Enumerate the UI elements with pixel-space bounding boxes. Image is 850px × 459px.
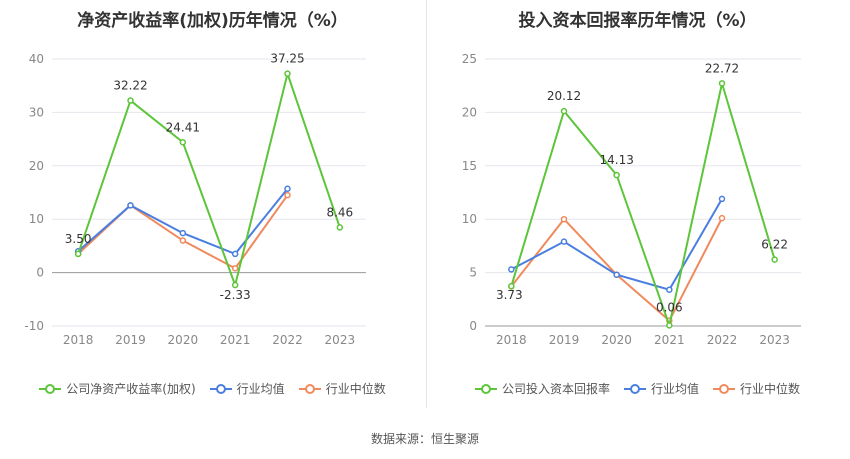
data-point[interactable] <box>336 224 344 231</box>
data-point[interactable] <box>508 266 515 273</box>
legend-line-icon <box>298 383 321 394</box>
data-point[interactable] <box>666 286 673 293</box>
data-label: 32.22 <box>113 79 147 93</box>
data-label: 14.13 <box>599 153 633 167</box>
legend-item[interactable]: 行业中位数 <box>298 380 386 397</box>
y-tick-label: 10 <box>462 212 477 226</box>
y-tick-label: 5 <box>469 266 477 280</box>
data-point[interactable] <box>179 139 187 146</box>
x-tick-label: 2021 <box>220 333 251 347</box>
legend-line-icon <box>474 383 497 394</box>
x-tick-label: 2018 <box>496 333 527 347</box>
y-tick-label: 0 <box>36 266 44 280</box>
data-point[interactable] <box>231 250 239 258</box>
legend-label: 行业均值 <box>236 382 285 396</box>
data-point[interactable] <box>666 322 673 329</box>
legend-item[interactable]: 行业均值 <box>209 380 285 397</box>
legend-item[interactable]: 公司净资产收益率(加权) <box>39 380 196 397</box>
data-point[interactable] <box>284 191 291 199</box>
legend-line-icon <box>713 383 735 394</box>
x-tick-label: 2023 <box>325 333 356 347</box>
data-label: 0.06 <box>656 300 683 314</box>
data-point[interactable] <box>771 256 778 263</box>
x-tick-label: 2018 <box>63 333 94 347</box>
y-tick-label: 25 <box>462 52 477 66</box>
legend-label: 公司净资产收益率(加权) <box>66 382 196 396</box>
data-point[interactable] <box>613 271 620 278</box>
legend-line-icon <box>623 383 646 394</box>
data-point[interactable] <box>560 215 568 223</box>
roic-chart-plot: 0 5 10 15 20 25 2018 2019 2020 2021 2022 2023 3.73 20… <box>462 52 801 347</box>
data-label: 22.72 <box>705 61 739 75</box>
legend-label: 行业中位数 <box>740 382 801 396</box>
x-tick-label: 2019 <box>115 333 146 347</box>
data-label: 3.50 <box>65 232 92 246</box>
data-label: 24.41 <box>166 120 200 134</box>
x-tick-label: 2023 <box>759 333 790 347</box>
data-point[interactable] <box>74 250 82 258</box>
y-tick-label: 20 <box>29 159 44 173</box>
x-tick-label: 2020 <box>168 333 199 347</box>
roic-chart-panel: 投入资本回报率历年情况（%） 0 5 10 15 20 25 2018 2019 2020 202… <box>425 0 850 420</box>
data-point[interactable] <box>718 214 726 222</box>
data-label: 3.73 <box>496 288 523 302</box>
data-label: 8.46 <box>326 205 353 219</box>
x-tick-label: 2021 <box>654 333 685 347</box>
data-point[interactable] <box>231 265 239 272</box>
data-point[interactable] <box>560 107 568 115</box>
data-point[interactable] <box>284 185 291 193</box>
y-tick-label: 0 <box>469 319 477 333</box>
chart-title: 净资产收益率(加权)历年情况（%） <box>77 11 348 31</box>
data-label: -2.33 <box>220 288 251 302</box>
series-line <box>510 217 723 323</box>
data-point[interactable] <box>560 238 568 245</box>
roe-chart-legend: 公司净资产收益率(加权) 行业均值 行业中位数 <box>0 380 425 397</box>
panel-divider <box>426 0 427 408</box>
y-tick-label: 40 <box>29 52 44 66</box>
series-line <box>77 70 341 289</box>
x-tick-label: 2022 <box>707 333 738 347</box>
data-point[interactable] <box>284 70 291 77</box>
y-tick-label: 15 <box>462 159 477 173</box>
data-source-note: 数据来源：恒生聚源 <box>370 432 479 446</box>
data-point[interactable] <box>718 80 726 87</box>
chart-title: 投入资本回报率历年情况（%） <box>518 11 757 31</box>
data-point[interactable] <box>718 195 726 203</box>
y-tick-label: 10 <box>29 212 44 226</box>
data-point[interactable] <box>613 171 620 179</box>
x-tick-label: 2022 <box>272 333 303 347</box>
data-point[interactable] <box>127 202 134 209</box>
data-point[interactable] <box>127 97 134 104</box>
legend-label: 行业均值 <box>650 382 699 396</box>
data-point[interactable] <box>179 237 187 244</box>
legend-label: 行业中位数 <box>325 382 386 396</box>
data-point[interactable] <box>231 281 239 289</box>
roe-chart-plot: -10 0 10 20 30 40 2018 2019 2020 2021 2022 2023 3.50… <box>24 52 366 347</box>
legend-item[interactable]: 行业中位数 <box>713 380 800 397</box>
legend-item[interactable]: 公司投入资本回报率 <box>474 380 610 397</box>
data-label: 37.25 <box>270 52 304 66</box>
legend-item[interactable]: 行业均值 <box>623 380 699 397</box>
legend-line-icon <box>209 383 232 394</box>
data-label: 20.12 <box>547 89 581 103</box>
legend-line-icon <box>39 383 62 394</box>
series-line <box>510 83 776 330</box>
x-tick-label: 2020 <box>601 333 632 347</box>
roe-chart-panel: 净资产收益率(加权)历年情况（%） -10 0 10 20 30 40 2018 2019 20… <box>0 0 425 420</box>
data-label: 6.22 <box>761 238 788 252</box>
roic-chart-legend: 公司投入资本回报率 行业均值 行业中位数 <box>425 380 850 397</box>
data-point[interactable] <box>508 282 515 290</box>
y-tick-label: -10 <box>24 319 44 333</box>
data-point[interactable] <box>179 229 187 237</box>
legend-label: 公司投入资本回报率 <box>501 382 610 396</box>
y-tick-label: 20 <box>462 105 477 119</box>
x-tick-label: 2019 <box>549 333 580 347</box>
y-tick-label: 30 <box>29 105 44 119</box>
